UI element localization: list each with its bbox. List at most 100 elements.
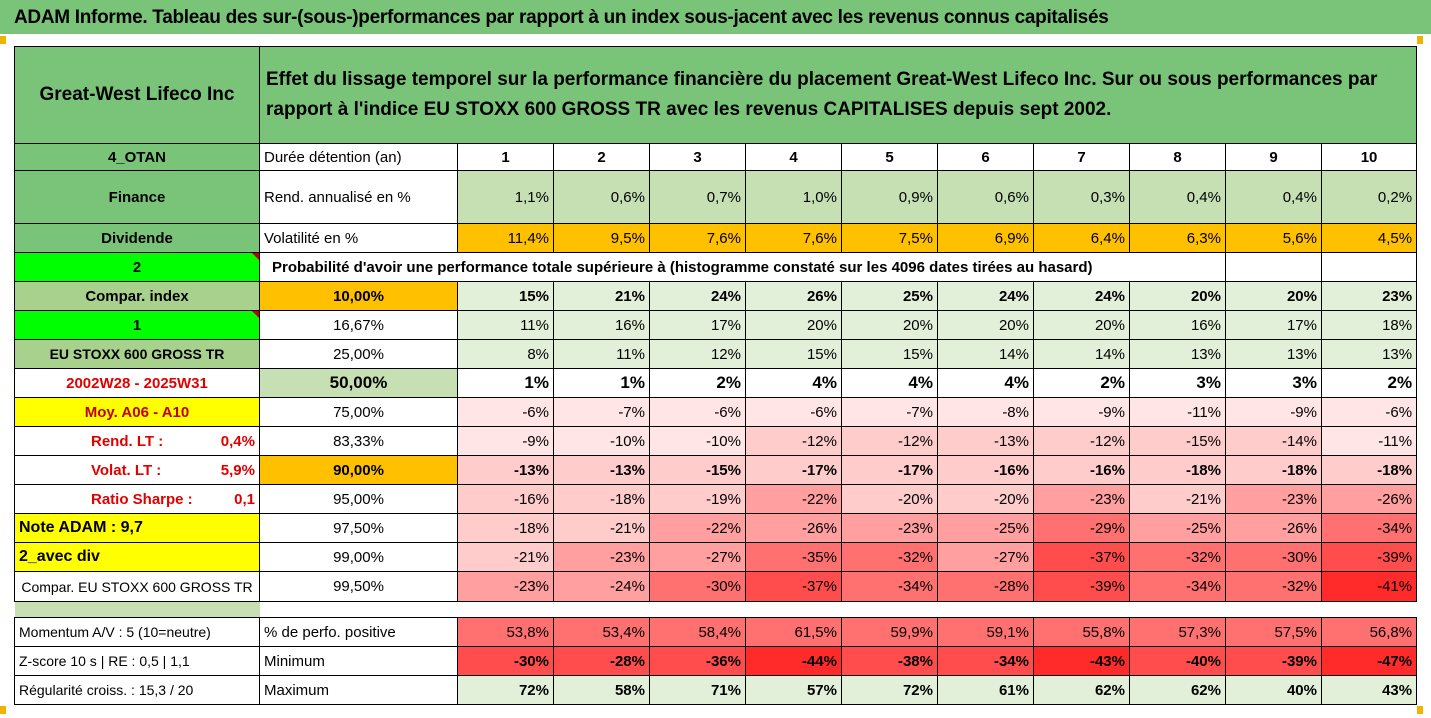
quantile-label: 50,00%	[259, 368, 458, 398]
quantile-value-cell: 21%	[553, 281, 650, 311]
quantile-value-cell: 20%	[841, 310, 938, 340]
quantile-value-cell: -18%	[457, 513, 554, 543]
pct_positive-cell: 53,4%	[553, 617, 650, 647]
quantile-value-cell: 2%	[1320, 368, 1418, 398]
quantile-value-cell: 1%	[457, 368, 554, 398]
quantile-value-cell: 20%	[937, 310, 1034, 340]
left-label-cell: Rend. LT : 0,4%	[14, 426, 260, 456]
minimum-cell: -39%	[1225, 646, 1322, 676]
quantile-value-cell: -14%	[1225, 426, 1322, 456]
quantile-value-cell: 20%	[745, 310, 842, 340]
quantile-value-cell: -30%	[649, 571, 746, 602]
period-label: 2002W28 - 2025W31	[66, 374, 208, 392]
quantile-value-cell: 24%	[649, 281, 746, 311]
row-label-duree: Durée détention (an)	[259, 143, 458, 171]
year-header: 4	[745, 143, 842, 171]
blank-cell	[1225, 252, 1322, 282]
quantile-value-cell: -17%	[745, 455, 842, 485]
maximum-cell: 72%	[457, 675, 554, 705]
minimum-cell: -36%	[649, 646, 746, 676]
row-label-minimum: Minimum	[259, 646, 458, 676]
volat-cell: 5,6%	[1225, 223, 1322, 253]
rend-cell: 0,6%	[937, 170, 1034, 224]
left-label-cell: 2002W28 - 2025W31	[14, 368, 260, 398]
volat-lt-value: 5,9%	[220, 461, 255, 479]
left-label-cell: Compar. index	[14, 281, 260, 311]
quantile-value-cell: -11%	[1320, 426, 1418, 456]
quantile-value-cell: -27%	[937, 542, 1034, 572]
dividend-label: Dividende	[14, 223, 260, 253]
minimum-cell: -30%	[457, 646, 554, 676]
quantile-value-cell: -37%	[1033, 542, 1130, 572]
year-header: 10	[1320, 143, 1418, 171]
quantile-value-cell: -37%	[745, 571, 842, 602]
volat-cell: 6,3%	[1129, 223, 1226, 253]
quantile-value-cell: -23%	[1225, 484, 1322, 514]
quantile-value-cell: -21%	[553, 513, 650, 543]
quantile-value-cell: -41%	[1320, 571, 1418, 602]
quantile-value-cell: 3%	[1225, 368, 1322, 398]
quantile-value-cell: -22%	[649, 513, 746, 543]
moy-label: Moy. A06 - A10	[84, 403, 190, 421]
rend-cell: 0,9%	[841, 170, 938, 224]
quantile-value-cell: 16%	[1129, 310, 1226, 340]
quantile-label: 16,67%	[259, 310, 458, 340]
corner-marker	[1417, 706, 1423, 714]
quantile-value-cell: -6%	[649, 397, 746, 427]
index-name: EU STOXX 600 GROSS TR	[49, 346, 225, 362]
quantile-value-cell: -18%	[1320, 455, 1418, 485]
quantile-label: 83,33%	[259, 426, 458, 456]
minimum-cell: -47%	[1320, 646, 1418, 676]
quantile-value-cell: -6%	[1320, 397, 1418, 427]
quantile-value-cell: -26%	[745, 513, 842, 543]
quantile-value-cell: -22%	[745, 484, 842, 514]
minimum-cell: -34%	[937, 646, 1034, 676]
summary-label: Momentum A/V : 5 (10=neutre)	[14, 617, 260, 647]
pct_positive-cell: 53,8%	[457, 617, 554, 647]
maximum-cell: 71%	[649, 675, 746, 705]
volat-cell: 6,9%	[937, 223, 1034, 253]
left-label-cell: 2_avec div	[14, 542, 260, 572]
quantile-value-cell: -15%	[1129, 426, 1226, 456]
year-header: 2	[553, 143, 650, 171]
quantile-value-cell: 17%	[1225, 310, 1322, 340]
quantile-value-cell: -23%	[1033, 484, 1130, 514]
quantile-value-cell: 13%	[1320, 339, 1418, 369]
left-label-cell: EU STOXX 600 GROSS TR	[14, 339, 260, 369]
corner-marker	[0, 36, 6, 44]
quantile-value-cell: -39%	[1033, 571, 1130, 602]
row-label-maximum: Maximum	[259, 675, 458, 705]
volat-cell: 11,4%	[457, 223, 554, 253]
quantile-value-cell: 14%	[937, 339, 1034, 369]
pct_positive-cell: 57,3%	[1129, 617, 1226, 647]
quantile-value-cell: -13%	[457, 455, 554, 485]
sharpe-label: Ratio Sharpe :	[91, 490, 193, 508]
quantile-value-cell: 11%	[457, 310, 554, 340]
report-title: ADAM Informe. Tableau des sur-(sous-)per…	[14, 7, 1109, 28]
left-label-cell: 1	[14, 310, 260, 340]
quantile-value-cell: 20%	[1129, 281, 1226, 311]
quantile-value-cell: 13%	[1225, 339, 1322, 369]
corner-marker	[1417, 36, 1423, 44]
rend-cell: 1,1%	[457, 170, 554, 224]
maximum-cell: 62%	[1033, 675, 1130, 705]
quantile-value-cell: -10%	[649, 426, 746, 456]
maximum-cell: 58%	[553, 675, 650, 705]
mode-two-label: 2	[14, 252, 260, 282]
quantile-value-cell: -17%	[841, 455, 938, 485]
quantile-value-cell: -10%	[553, 426, 650, 456]
volat-cell: 4,5%	[1320, 223, 1418, 253]
rend-cell: 0,4%	[1225, 170, 1322, 224]
minimum-cell: -40%	[1129, 646, 1226, 676]
year-header: 6	[937, 143, 1034, 171]
maximum-cell: 40%	[1225, 675, 1322, 705]
quantile-value-cell: -23%	[553, 542, 650, 572]
quantile-value-cell: -28%	[937, 571, 1034, 602]
pct_positive-cell: 57,5%	[1225, 617, 1322, 647]
rend-cell: 0,2%	[1320, 170, 1418, 224]
quantile-value-cell: -13%	[553, 455, 650, 485]
spacer-cell	[260, 602, 1417, 618]
quantile-value-cell: -12%	[1033, 426, 1130, 456]
quantile-value-cell: -32%	[1129, 542, 1226, 572]
quantile-value-cell: -21%	[457, 542, 554, 572]
